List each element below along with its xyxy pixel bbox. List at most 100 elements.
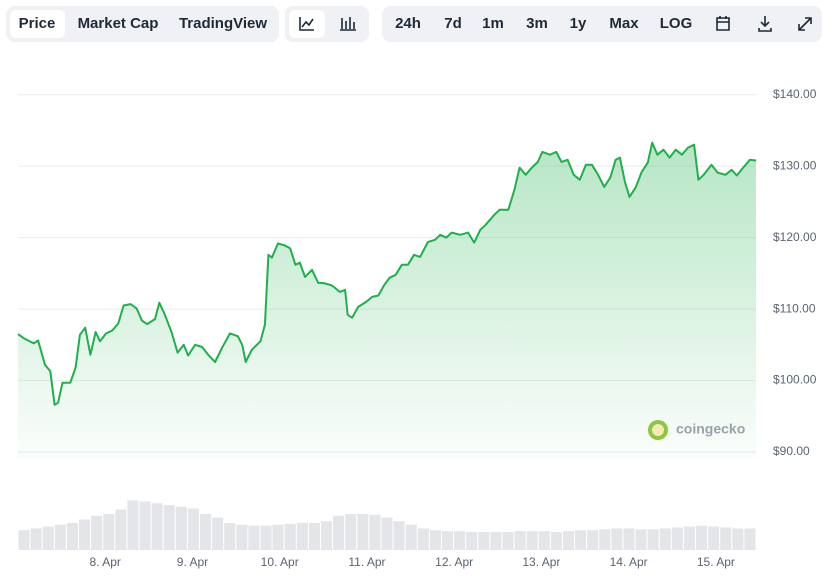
volume-bar — [308, 523, 320, 550]
watermark: coingecko — [676, 421, 745, 437]
calendar-icon[interactable] — [716, 16, 730, 31]
y-tick-label: $90.00 — [773, 444, 810, 458]
volume-bar — [514, 531, 526, 550]
volume-bar — [623, 528, 635, 550]
tab[interactable]: Price — [19, 15, 56, 32]
volume-bar — [683, 526, 696, 550]
volume-bar — [54, 524, 66, 550]
volume-bar — [284, 523, 296, 550]
x-tick-label: 10. Apr — [261, 555, 299, 569]
volume-bar — [587, 530, 599, 550]
expand-icon[interactable] — [798, 17, 812, 31]
volume-bar — [502, 532, 514, 550]
logo-icon-inner — [652, 424, 664, 436]
range[interactable]: 3m — [526, 15, 548, 32]
y-tick-label: $130.00 — [773, 158, 817, 172]
log-toggle[interactable]: LOG — [660, 15, 693, 32]
volume-bar — [575, 530, 587, 550]
plot: $90.00 $100.00 $110.00 $120.00 $130.00 $140.0… — [17, 87, 817, 569]
volume-bar — [381, 517, 393, 550]
price-line — [17, 141, 757, 406]
volume-bar — [357, 514, 369, 550]
range[interactable]: 1m — [482, 15, 504, 32]
volume-bar — [66, 523, 78, 550]
range-group — [382, 6, 822, 42]
volume-bar — [720, 527, 732, 550]
volume-bar — [526, 531, 538, 550]
volume-bar — [91, 515, 103, 550]
volume-bar — [405, 524, 417, 550]
volume-bar — [538, 531, 550, 550]
x-tick-label: 8. Apr — [90, 555, 121, 569]
y-tick-label: $100.00 — [773, 373, 817, 387]
x-tick-label: 12. Apr — [435, 555, 473, 569]
volume-bar — [562, 531, 575, 550]
volume-bar — [236, 524, 248, 550]
volume-bar — [139, 501, 151, 550]
volume-bar — [18, 530, 30, 550]
volume-bar — [30, 528, 42, 550]
volume-bar — [296, 523, 308, 550]
volume-bar — [659, 528, 671, 550]
y-tick-label: $140.00 — [773, 87, 817, 101]
volume-bar — [454, 531, 466, 550]
volume-bar — [647, 529, 659, 550]
volume-bar — [163, 505, 175, 550]
y-tick-label: $110.00 — [773, 301, 816, 315]
volume-bar — [212, 517, 224, 550]
x-tick-label: 14. Apr — [610, 555, 648, 569]
tab[interactable]: TradingView — [179, 15, 267, 32]
volume-bar — [393, 521, 405, 550]
volume-bar — [429, 530, 441, 550]
x-tick-label: 15. Apr — [697, 555, 735, 569]
volume-bar — [115, 509, 127, 550]
volume-bar — [490, 532, 502, 550]
volume-bar — [635, 529, 647, 550]
volume-bar — [127, 500, 139, 550]
volume-bar — [42, 526, 54, 550]
volume-bar — [345, 514, 357, 550]
range[interactable]: 7d — [444, 15, 462, 32]
y-tick-label: $120.00 — [773, 230, 817, 244]
volume-bar — [478, 532, 490, 550]
volume-bar — [103, 514, 115, 550]
volume-bar — [466, 532, 478, 550]
volume-bar — [151, 503, 163, 550]
volume-bar — [224, 523, 236, 550]
x-tick-label: 13. Apr — [522, 555, 560, 569]
volume-bar — [187, 508, 199, 550]
volume-bar — [550, 532, 562, 550]
volume-bar — [260, 525, 272, 550]
volume-bar — [78, 519, 91, 550]
tab-group — [6, 6, 279, 42]
volume-bar — [671, 527, 683, 550]
volume-bar — [732, 528, 744, 550]
volume-bar — [333, 515, 345, 550]
volume-bar — [611, 528, 623, 550]
area — [18, 142, 756, 458]
range[interactable]: 24h — [395, 15, 421, 32]
volume-bar — [744, 528, 756, 550]
volume-bar — [175, 506, 187, 550]
volume-bar — [696, 525, 708, 550]
range[interactable]: 1y — [570, 15, 587, 32]
x-tick-label: 11. Apr — [348, 555, 385, 569]
volume-bar — [248, 525, 260, 550]
line-icon — [299, 17, 314, 31]
volume-bar — [441, 531, 454, 550]
active-tab[interactable] — [10, 10, 65, 38]
volume-bar — [599, 529, 611, 550]
volume-bar — [320, 521, 333, 550]
range[interactable]: Max — [609, 15, 639, 32]
volume-bar — [708, 526, 720, 550]
volume-bar — [272, 524, 284, 550]
volume-bar — [417, 528, 429, 550]
download-icon[interactable] — [758, 16, 772, 32]
tab[interactable]: Market Cap — [78, 15, 159, 32]
x-tick-label: 9. Apr — [177, 555, 208, 569]
volume-bar — [369, 514, 381, 550]
candle-icon[interactable] — [340, 17, 356, 31]
volume-bar — [199, 514, 212, 550]
